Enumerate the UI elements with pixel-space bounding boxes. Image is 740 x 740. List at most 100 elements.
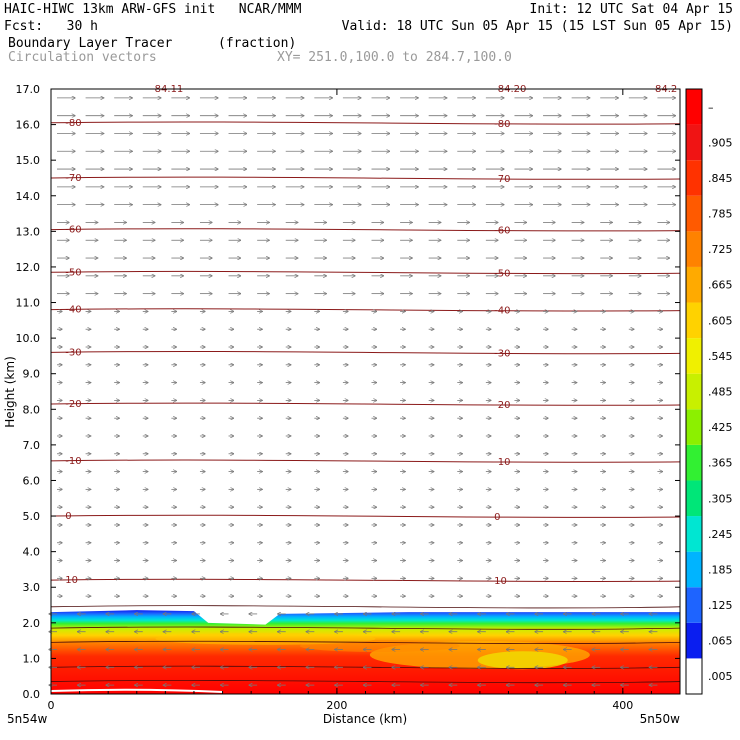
y-tick-label: 12.0 <box>16 261 41 274</box>
isotherm-line <box>50 121 681 125</box>
isotherm-line <box>50 605 681 609</box>
isotherm-label: -60 <box>65 225 81 236</box>
isotherm-line <box>50 350 681 355</box>
colorbar-swatch <box>686 622 702 659</box>
isotherm-label: -10 <box>494 457 510 468</box>
tracer-patch <box>155 632 376 645</box>
x-tick-label: 400 <box>612 699 633 712</box>
x-tick-label: 0 <box>48 699 55 712</box>
isotherm-label: 10 <box>494 576 507 587</box>
isotherm-label: -20 <box>65 399 81 410</box>
y-axis-title: Height (km) <box>3 356 17 427</box>
y-tick-label: 11.0 <box>16 297 41 310</box>
axes: 0.0 1.0 2.0 3.0 4.0 5.0 6.0 7.0 8.0 9.0 10.0 11.0 12… <box>16 83 680 712</box>
y-tick-label: 17.0 <box>16 83 41 96</box>
y-tick-label: 5.0 <box>23 510 41 523</box>
field-units: (fraction) <box>218 36 297 51</box>
colorbar-swatch <box>686 338 702 374</box>
colorbar-tick-label: .605 <box>708 314 733 327</box>
isotherm-label: -70 <box>494 174 510 185</box>
colorbar: .005 .065 .125 .185 .245 .305 .365 .425 .485 .545… <box>685 88 733 695</box>
header-line2-right: Valid: 18 UTC Sun 05 Apr 15 (15 LST Sun … <box>341 19 733 34</box>
tracer-boundary-layer <box>51 610 680 694</box>
isotherm-line <box>50 270 681 275</box>
header-line1-left: HAIC-HIWC 13km ARW-GFS init NCAR/MMM <box>4 2 302 17</box>
colorbar-tick-label: .065 <box>708 635 733 648</box>
x-tick-label: 200 <box>326 699 347 712</box>
isotherm-line <box>50 626 681 630</box>
colorbar-tick-label: .125 <box>708 599 733 612</box>
y-tick-label: 10.0 <box>16 332 41 345</box>
isotherm-line <box>50 308 681 312</box>
isotherm-label: -10 <box>65 456 81 467</box>
colorbar-tick-label: .305 <box>708 492 733 505</box>
isotherm-line <box>50 402 681 406</box>
isotherm-label: 0 <box>494 512 500 523</box>
colorbar-swatch <box>686 658 702 694</box>
isotherm-label: -30 <box>65 347 81 358</box>
y-tick-label: 3.0 <box>23 581 41 594</box>
colorbar-tick-label: .665 <box>708 279 733 292</box>
colorbar-frame <box>685 88 703 695</box>
isotherm-label: -60 <box>494 226 510 237</box>
colorbar-swatch <box>686 302 702 339</box>
isotherm-line <box>50 228 681 232</box>
isotherm-line <box>50 176 681 180</box>
colorbar-tick-label: .425 <box>708 421 733 434</box>
colorbar-tick-label: .005 <box>708 670 733 683</box>
colorbar-swatch <box>686 373 702 410</box>
circulation-vectors <box>49 98 675 685</box>
isotherm-label: -40 <box>65 305 81 316</box>
colorbar-tick-label: .185 <box>708 563 733 576</box>
isotherm-label: 0 <box>65 511 71 522</box>
colorbar-tick-label: – <box>708 101 714 114</box>
colorbar-swatch <box>686 444 702 481</box>
colorbar-swatch <box>686 480 702 517</box>
colorbar-swatch <box>686 160 702 196</box>
header-line1-right: Init: 12 UTC Sat 04 Apr 15 <box>529 2 734 17</box>
isotherm-label: -80 <box>65 118 81 129</box>
colorbar-tick-label: .485 <box>708 386 733 399</box>
colorbar-tick-label: .545 <box>708 350 733 363</box>
isotherm-line <box>50 679 681 684</box>
x-endpoint-left: 5n54w <box>7 712 48 726</box>
y-tick-label: 4.0 <box>23 546 41 559</box>
y-tick-label: 0.0 <box>23 688 41 701</box>
vector-name: Circulation vectors <box>8 50 157 65</box>
colorbar-swatch <box>686 516 702 552</box>
colorbar-tick-label: .845 <box>708 172 733 185</box>
isotherm-line <box>50 578 681 583</box>
field-name: Boundary Layer Tracer <box>8 36 173 51</box>
colorbar-swatch <box>686 266 702 303</box>
colorbar-swatch <box>686 551 702 588</box>
y-tick-label: 9.0 <box>23 368 41 381</box>
colorbar-tick-label: .785 <box>708 208 733 221</box>
y-tick-label: 2.0 <box>23 617 41 630</box>
isotherm-label: 10 <box>65 575 78 586</box>
isotherm-label: -30 <box>494 348 510 359</box>
y-tick-label: 7.0 <box>23 439 41 452</box>
colorbar-swatch <box>686 587 702 623</box>
isotherm-line <box>50 459 681 463</box>
isotherm-label: -40 <box>494 306 510 317</box>
isotherm-label: -70 <box>65 173 81 184</box>
tracer-patch <box>477 651 568 670</box>
colorbar-swatch <box>686 89 702 125</box>
colorbar-swatch <box>686 195 702 232</box>
colorbar-tick-label: .725 <box>708 243 733 256</box>
y-tick-label: 8.0 <box>23 403 41 416</box>
colorbar-tick-label: .365 <box>708 457 733 470</box>
y-tick-label: 16.0 <box>16 119 41 132</box>
y-tick-label: 15.0 <box>16 154 41 167</box>
colorbar-swatch <box>686 409 702 445</box>
tracer-surface-gap <box>50 688 223 693</box>
colorbar-swatch <box>686 124 702 161</box>
x-endpoint-right: 5n50w <box>640 712 681 726</box>
y-tick-label: 6.0 <box>23 474 41 487</box>
isotherm-label: -80 <box>494 119 510 130</box>
isotherm-line <box>50 514 681 518</box>
isotherm-line <box>50 640 681 644</box>
xy-range: XY= 251.0,100.0 to 284.7,100.0 <box>277 50 512 65</box>
isotherm-label: -20 <box>494 400 510 411</box>
